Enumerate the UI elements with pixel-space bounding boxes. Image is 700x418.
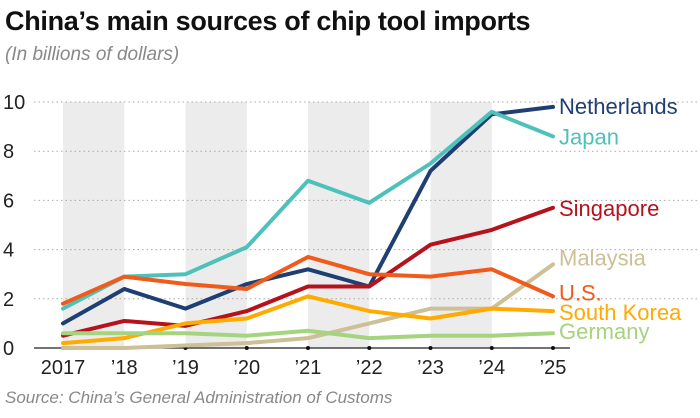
y-tick-label: 2 <box>3 289 14 311</box>
x-tick-label: ’20 <box>233 357 260 379</box>
x-tick-label: ’23 <box>417 357 444 379</box>
x-tick <box>489 346 494 350</box>
series-label: Germany <box>559 319 649 344</box>
series-label: U.S. <box>559 280 602 305</box>
series-line-singapore <box>61 205 555 338</box>
y-tick-label: 4 <box>3 240 14 262</box>
chart-title: China’s main sources of chip tool import… <box>5 6 531 36</box>
series-line-netherlands <box>61 104 555 326</box>
source-note: Source: China’s General Administration o… <box>5 388 393 407</box>
series-line-germany <box>61 328 555 341</box>
x-tick-label: ’18 <box>111 357 138 379</box>
x-tick <box>244 346 249 350</box>
x-tick <box>551 346 555 350</box>
series-label: Malaysia <box>559 245 647 270</box>
y-tick-label: 10 <box>3 92 25 114</box>
series-line-japan <box>61 109 555 311</box>
series-line-malaysia <box>61 262 555 350</box>
year-band <box>185 102 247 348</box>
chart-subtitle: (In billions of dollars) <box>5 44 180 65</box>
y-tick-label: 0 <box>3 338 14 360</box>
series-label: Singapore <box>559 196 659 221</box>
x-tick-label: ’21 <box>295 357 322 379</box>
x-tick-label: ’25 <box>540 357 567 379</box>
x-tick-label: ’19 <box>172 357 199 379</box>
x-tick <box>428 346 433 350</box>
y-tick-label: 6 <box>3 190 14 212</box>
x-tick-label: ’24 <box>478 357 505 379</box>
y-tick-label: 8 <box>3 141 14 163</box>
x-tick-label: ’22 <box>356 357 383 379</box>
year-band <box>308 102 370 348</box>
year-band <box>63 102 125 348</box>
x-tick-label: 2017 <box>41 357 86 379</box>
x-tick <box>367 346 372 350</box>
series-label: South Korea <box>559 300 682 325</box>
series-label: Japan <box>559 124 619 149</box>
series-label: Netherlands <box>559 94 678 119</box>
series-line-u-s- <box>61 254 555 306</box>
x-tick <box>306 346 310 350</box>
